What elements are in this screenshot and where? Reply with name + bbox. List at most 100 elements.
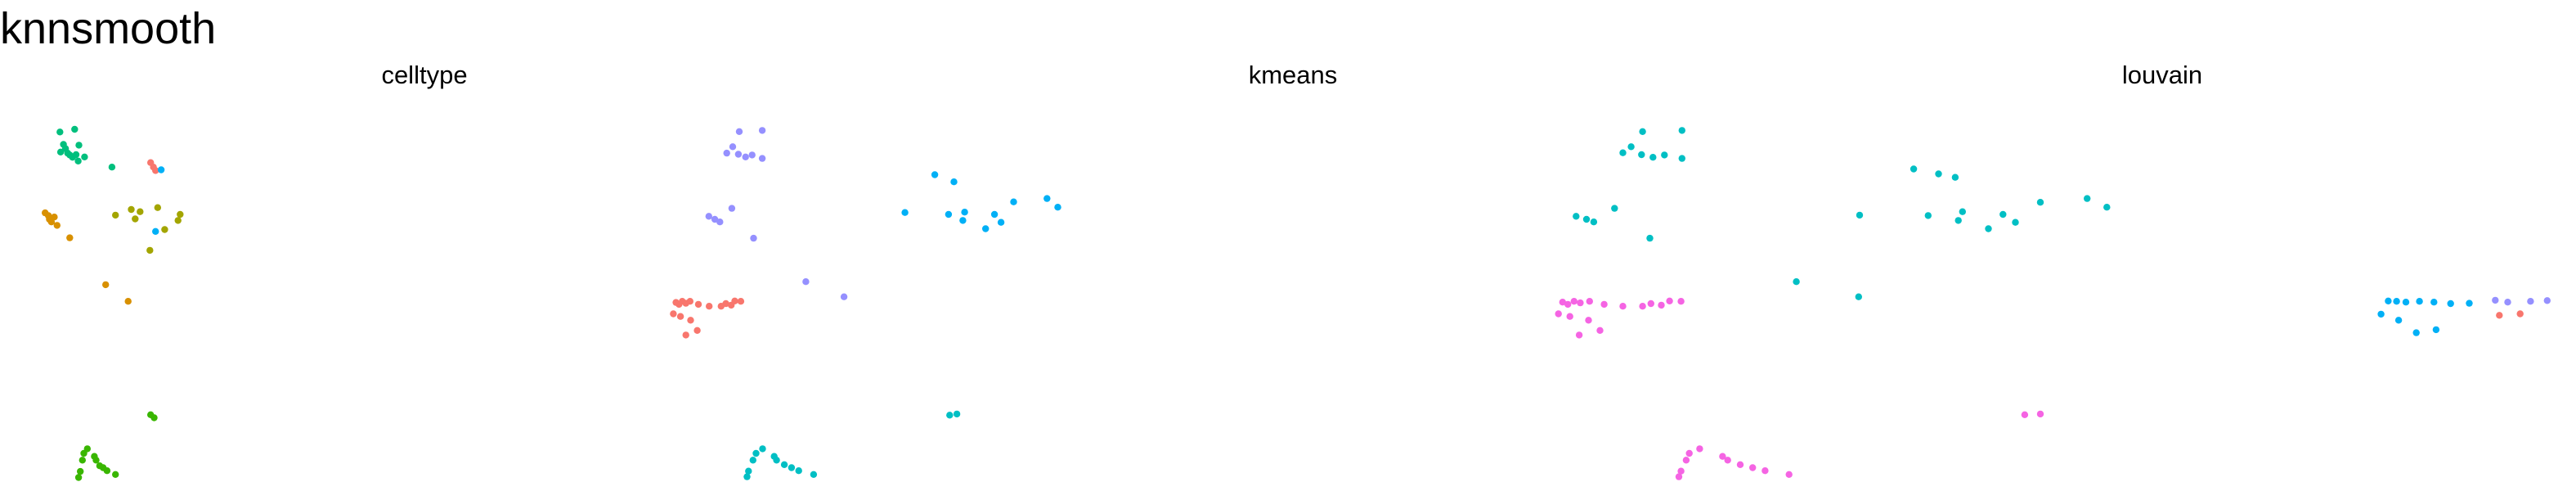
- data-point: [743, 473, 751, 480]
- data-point: [1661, 151, 1668, 159]
- data-point: [773, 457, 780, 464]
- data-point: [66, 234, 74, 241]
- data-point: [1951, 173, 1959, 181]
- data-point: [693, 327, 701, 334]
- data-point: [152, 227, 159, 235]
- data-point: [1555, 310, 1562, 318]
- data-point: [75, 142, 83, 149]
- data-point: [1682, 457, 1690, 464]
- data-point: [901, 209, 909, 216]
- data-point: [1596, 327, 1604, 334]
- data-point: [840, 293, 848, 300]
- data-point: [1611, 205, 1618, 212]
- data-point: [150, 414, 158, 421]
- data-point: [1666, 297, 1673, 304]
- data-point: [1910, 165, 1918, 173]
- data-point: [1685, 449, 1693, 457]
- data-point: [83, 445, 92, 453]
- data-point: [946, 412, 954, 419]
- data-point: [1649, 154, 1657, 161]
- data-point: [2504, 299, 2511, 306]
- data-point: [752, 449, 760, 457]
- data-point: [157, 166, 165, 173]
- data-point: [931, 171, 939, 178]
- data-point: [161, 226, 168, 233]
- data-point: [79, 457, 87, 464]
- data-point: [1564, 300, 1572, 309]
- data-point: [71, 125, 79, 133]
- figure-title: knnsmooth: [0, 4, 217, 53]
- data-point: [92, 457, 100, 464]
- data-point: [1638, 151, 1645, 159]
- data-point: [2393, 298, 2400, 305]
- data-point: [1575, 331, 1583, 339]
- data-point: [154, 204, 161, 211]
- data-point: [51, 214, 58, 221]
- data-point: [2036, 199, 2044, 206]
- data-point: [2402, 299, 2410, 306]
- data-point: [2084, 195, 2091, 202]
- data-point: [1999, 210, 2007, 218]
- data-point: [74, 474, 83, 481]
- data-point: [132, 215, 139, 223]
- panel-title-kmeans: kmeans: [1248, 61, 1338, 89]
- data-point: [56, 148, 65, 155]
- data-point: [146, 246, 154, 255]
- data-point: [174, 217, 182, 224]
- data-point: [1570, 298, 1578, 305]
- data-point: [108, 164, 116, 171]
- data-point: [802, 278, 810, 286]
- data-point: [1749, 464, 1757, 471]
- data-point: [1646, 234, 1654, 242]
- data-point: [1793, 278, 1800, 286]
- data-point: [124, 298, 132, 305]
- data-point: [759, 445, 766, 453]
- data-point: [2430, 299, 2438, 306]
- data-point: [1855, 293, 1862, 300]
- data-point: [1627, 143, 1635, 151]
- data-point: [2012, 218, 2019, 226]
- data-point: [103, 467, 111, 475]
- data-point: [750, 234, 757, 242]
- data-point: [1010, 198, 1017, 205]
- data-point: [1619, 303, 1627, 310]
- data-point: [1586, 298, 1594, 305]
- data-point: [1785, 471, 1793, 478]
- data-point: [728, 205, 736, 212]
- data-point: [780, 461, 788, 468]
- data-point: [1582, 215, 1591, 223]
- panel-louvain: [1555, 127, 2551, 480]
- data-point: [1559, 299, 1567, 306]
- data-point: [1959, 208, 1966, 215]
- data-point: [734, 151, 743, 158]
- data-point: [1639, 128, 1646, 135]
- data-point: [737, 298, 745, 305]
- data-point: [1677, 298, 1685, 305]
- data-point: [1573, 213, 1580, 220]
- data-point: [670, 310, 677, 318]
- data-point: [748, 151, 756, 159]
- data-point: [2385, 297, 2392, 304]
- data-point: [722, 300, 729, 308]
- data-point: [1761, 467, 1769, 475]
- data-point: [1696, 445, 1703, 453]
- data-point: [788, 464, 796, 471]
- data-point: [1678, 155, 1685, 162]
- data-point: [1724, 457, 1731, 464]
- data-point: [1678, 127, 1685, 134]
- data-point: [2103, 204, 2111, 211]
- data-point: [2036, 410, 2044, 418]
- data-point: [735, 128, 743, 135]
- data-point: [2447, 300, 2454, 308]
- data-point: [137, 208, 144, 215]
- data-point: [745, 467, 752, 475]
- data-point: [128, 205, 135, 214]
- data-point: [1577, 299, 1584, 307]
- data-point: [2492, 296, 2499, 304]
- data-point: [795, 467, 802, 475]
- data-point: [1736, 461, 1744, 468]
- data-point: [1719, 453, 1726, 460]
- data-point: [729, 143, 737, 151]
- data-point: [1619, 149, 1627, 156]
- panel-title-louvain: louvain: [2121, 61, 2203, 89]
